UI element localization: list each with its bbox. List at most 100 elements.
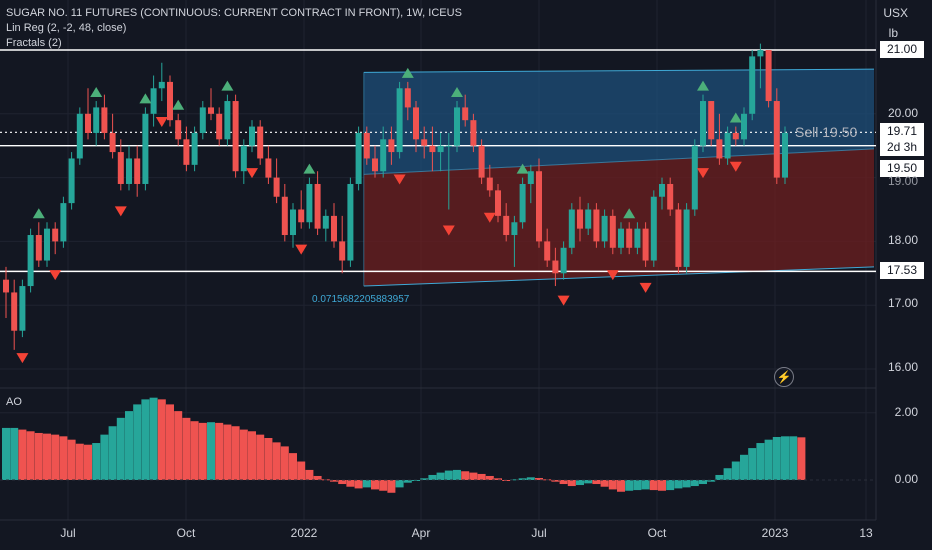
candle-body — [527, 171, 534, 184]
ao-bar — [707, 480, 716, 482]
candle-body — [683, 209, 690, 267]
ao-bar — [617, 480, 625, 492]
linreg-legend[interactable]: Lin Reg (2, -2, 48, close) — [6, 22, 127, 34]
candle — [437, 132, 444, 172]
ao-legend[interactable]: AO — [6, 396, 22, 408]
candle — [101, 94, 108, 140]
candle-body — [478, 145, 485, 178]
candle-body — [273, 177, 280, 197]
candle — [240, 139, 247, 184]
candle — [634, 222, 641, 255]
ao-bar — [34, 432, 43, 480]
candle-body — [126, 158, 132, 184]
ao-bar — [723, 468, 732, 480]
channel-upper-fill — [363, 69, 874, 175]
ao-bar — [772, 436, 781, 480]
candle — [281, 183, 288, 242]
unit-label: lb — [888, 26, 898, 40]
ao-bar — [272, 442, 281, 480]
ao-bar — [371, 480, 379, 490]
candle-body — [585, 209, 592, 229]
candle — [429, 126, 436, 172]
candle — [339, 215, 346, 274]
candle — [175, 113, 182, 146]
candle-body — [388, 139, 395, 153]
ao-bar — [379, 480, 388, 491]
candle-body — [175, 120, 182, 140]
candle-body — [462, 107, 469, 121]
time-tick-13: 13 — [859, 526, 873, 540]
candle — [749, 50, 756, 121]
candle-body — [60, 203, 67, 242]
ao-bar — [18, 429, 27, 480]
linreg-channel — [363, 68, 875, 287]
ao-bar — [84, 444, 92, 480]
ao-bar — [215, 422, 224, 480]
currency-label: USX — [883, 6, 908, 20]
candle-body — [11, 292, 18, 331]
candle-body — [544, 241, 551, 261]
lightning-icon[interactable]: ⚡ — [774, 367, 794, 387]
candle-body — [68, 158, 75, 204]
candle — [404, 81, 411, 121]
candle — [298, 190, 305, 229]
candle-body — [732, 132, 739, 140]
ao-bar — [469, 472, 478, 480]
fractal-markers — [16, 67, 742, 364]
ao-bar — [428, 474, 437, 480]
candle-body — [445, 145, 452, 147]
candle — [544, 228, 551, 267]
fractal-down-icon — [155, 117, 168, 128]
candle-body — [749, 56, 756, 114]
ao-bar — [494, 478, 502, 480]
candle — [11, 279, 18, 350]
candle-body — [380, 139, 387, 172]
candle-body — [486, 177, 493, 191]
price-tick-20: 20.00 — [887, 106, 918, 120]
candle — [191, 126, 198, 172]
ao-bar — [781, 436, 789, 480]
candle — [117, 139, 124, 191]
candle — [757, 43, 764, 89]
ao-bar — [10, 427, 19, 480]
ao-bar — [149, 397, 158, 480]
candle-body — [44, 228, 50, 261]
candle-body — [511, 222, 518, 236]
candle-body — [76, 113, 83, 159]
candle-body — [618, 228, 624, 248]
fractal-down-icon — [246, 168, 258, 179]
candle-body — [142, 113, 149, 184]
time-tick-apr-2022: Apr — [411, 526, 431, 540]
candle — [216, 107, 223, 146]
candle-body — [35, 235, 42, 261]
ao-bar — [436, 472, 445, 480]
price-tick-18: 18.00 — [887, 233, 918, 247]
candle-body — [52, 228, 59, 242]
candle — [158, 62, 165, 102]
linreg-value-label: 0.0715682205883957 — [312, 294, 410, 305]
candle-body — [429, 145, 436, 153]
fractal-down-icon — [49, 270, 62, 281]
ao-bar — [43, 433, 51, 480]
price-tick-17: 17.00 — [887, 296, 918, 310]
candle — [626, 222, 633, 255]
candle — [765, 50, 772, 108]
candle — [642, 222, 649, 267]
ao-bar — [207, 422, 215, 480]
candle — [27, 228, 34, 293]
candle-body — [199, 107, 206, 133]
candle — [560, 241, 567, 280]
ao-bar — [354, 480, 363, 489]
ao-bar — [231, 426, 240, 480]
fractals-legend[interactable]: Fractals (2) — [6, 37, 62, 49]
ao-bar — [764, 439, 773, 480]
candle — [700, 94, 706, 153]
ao-bar — [141, 399, 150, 480]
candle — [413, 101, 419, 153]
candle — [618, 222, 624, 255]
chart-title: SUGAR NO. 11 FUTURES (CONTINUOUS: CURREN… — [6, 7, 462, 19]
candle — [462, 94, 469, 127]
candle — [577, 196, 583, 242]
